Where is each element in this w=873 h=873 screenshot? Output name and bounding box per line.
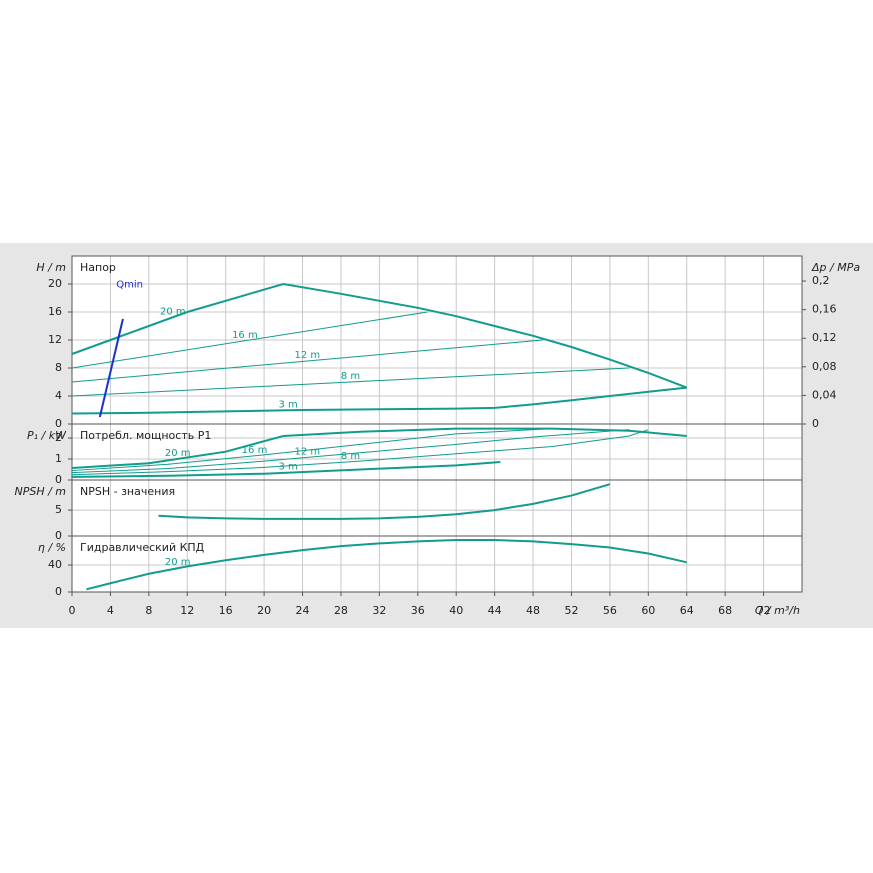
curve-label: 12 m bbox=[295, 350, 321, 361]
plot-area bbox=[71, 479, 803, 537]
x-tick-label: 4 bbox=[107, 604, 114, 617]
curve bbox=[71, 282, 688, 389]
x-tick-label: 16 bbox=[219, 604, 233, 617]
y-tick-label: 40 bbox=[48, 558, 62, 571]
curve bbox=[71, 429, 649, 476]
curve-label: 8 m bbox=[341, 451, 360, 462]
x-tick-label: 8 bbox=[145, 604, 152, 617]
x-tick-label: 36 bbox=[411, 604, 425, 617]
x-tick-label: 44 bbox=[488, 604, 502, 617]
curve-label: 3 m bbox=[278, 399, 297, 410]
curve bbox=[98, 318, 124, 418]
y-tick-label: 12 bbox=[48, 333, 62, 346]
curve bbox=[158, 483, 611, 520]
y2-tick-label: 0,16 bbox=[812, 303, 837, 316]
y-tick-label: 1 bbox=[55, 452, 62, 465]
y-tick-label: 2 bbox=[55, 431, 62, 444]
y-axis-label: η / % bbox=[38, 541, 66, 554]
curve-label: 16 m bbox=[232, 330, 258, 341]
plot-border bbox=[71, 535, 803, 593]
curve-label: 8 m bbox=[341, 371, 360, 382]
curve bbox=[71, 311, 428, 369]
curve-label: 20 m bbox=[165, 557, 191, 568]
curve bbox=[71, 428, 553, 472]
curve-label: 16 m bbox=[242, 445, 268, 456]
curve bbox=[71, 427, 687, 470]
y-tick-label: 0 bbox=[55, 585, 62, 598]
curve bbox=[86, 539, 687, 591]
panel-title: Напор bbox=[80, 261, 116, 274]
y-tick-label: 4 bbox=[55, 389, 62, 402]
curve bbox=[71, 367, 630, 397]
panel-title: Потребл. мощность P1 bbox=[80, 429, 211, 442]
x-tick-label: 40 bbox=[449, 604, 463, 617]
y-axis-label: NPSH / m bbox=[14, 485, 66, 498]
curve-label: 12 m bbox=[295, 446, 321, 457]
panel-title: NPSH - значения bbox=[80, 485, 175, 498]
y-tick-label: 20 bbox=[48, 277, 62, 290]
y2-tick-label: 0,04 bbox=[812, 388, 837, 401]
curve bbox=[71, 460, 501, 478]
x-tick-label: 28 bbox=[334, 604, 348, 617]
y2-axis-label: Δp / MPa bbox=[811, 261, 860, 274]
y-tick-label: 0 bbox=[55, 417, 62, 430]
y-tick-label: 0 bbox=[55, 529, 62, 542]
curve-label: 20 m bbox=[160, 306, 186, 317]
x-tick-label: 64 bbox=[680, 604, 694, 617]
x-tick-label: 56 bbox=[603, 604, 617, 617]
x-tick-label: 32 bbox=[372, 604, 386, 617]
x-axis-label: Q / m³/h bbox=[755, 604, 800, 617]
y-tick-label: 5 bbox=[55, 503, 62, 516]
x-tick-label: 52 bbox=[564, 604, 578, 617]
plot-area bbox=[71, 535, 803, 593]
y2-tick-label: 0,08 bbox=[812, 360, 837, 373]
y2-tick-label: 0,2 bbox=[812, 274, 830, 287]
x-tick-label: 72 bbox=[757, 604, 771, 617]
y-tick-label: 16 bbox=[48, 305, 62, 318]
y-tick-label: 8 bbox=[55, 361, 62, 374]
y2-tick-label: 0 bbox=[812, 417, 819, 430]
x-tick-label: 68 bbox=[718, 604, 732, 617]
curve bbox=[71, 339, 543, 383]
x-tick-label: 12 bbox=[180, 604, 194, 617]
y2-tick-label: 0,12 bbox=[812, 331, 837, 344]
x-tick-label: 24 bbox=[296, 604, 310, 617]
panel-title: Гидравлический КПД bbox=[80, 541, 205, 554]
curve-label: 3 m bbox=[278, 462, 297, 473]
y-tick-label: 0 bbox=[55, 473, 62, 486]
curve bbox=[71, 429, 630, 474]
x-tick-label: 60 bbox=[641, 604, 655, 617]
x-tick-label: 48 bbox=[526, 604, 540, 617]
x-tick-label: 0 bbox=[69, 604, 76, 617]
y-axis-label: H / m bbox=[36, 261, 66, 274]
curve-label: 20 m bbox=[165, 448, 191, 459]
curve-label: Qmin bbox=[116, 279, 143, 290]
curve bbox=[71, 386, 687, 415]
y-axis-label: P₁ / kW bbox=[27, 429, 67, 442]
x-tick-label: 20 bbox=[257, 604, 271, 617]
